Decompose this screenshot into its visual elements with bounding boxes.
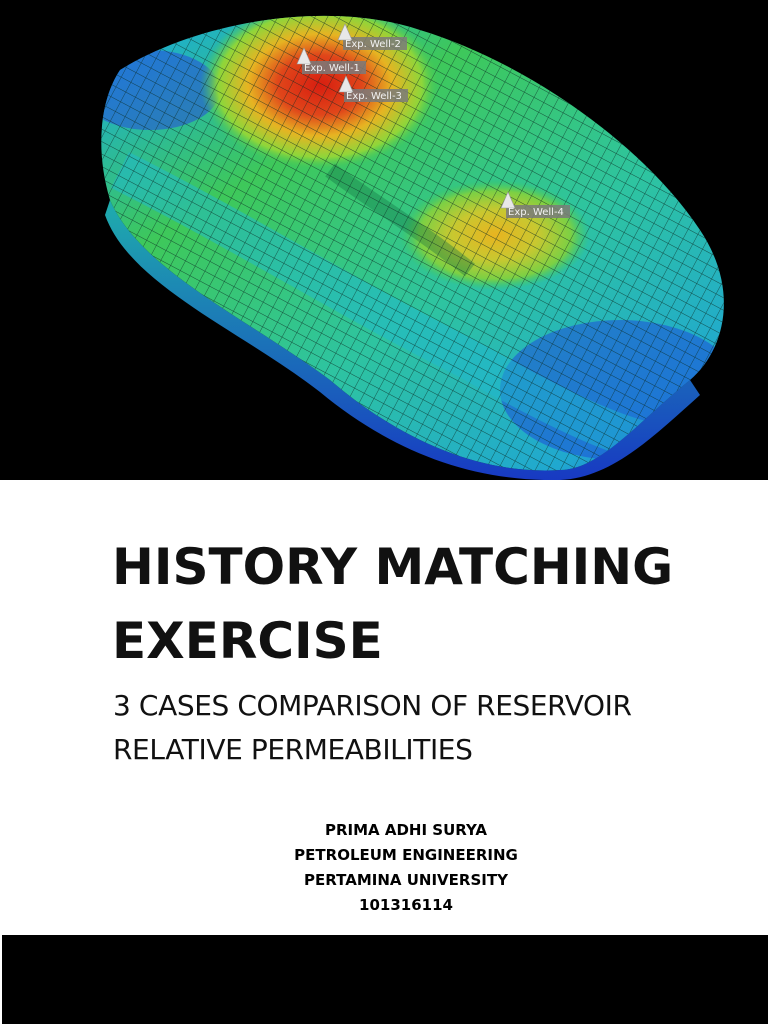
footer-bar [2,935,768,1024]
well-label: Exp. Well-1 [304,63,360,74]
cover-image: Exp. Well-2 Exp. Well-1 Exp. Well-3 Exp. We… [0,0,768,480]
author-department: PETROLEUM ENGINEERING [294,846,518,864]
well-marker: Exp. Well-2 [337,23,407,50]
author-name: PRIMA ADHI SURYA [324,821,488,839]
well-cone-icon [500,191,516,209]
document-subtitle: 3 CASES COMPARISON OF RESERVOIR RELATIVE… [113,684,733,772]
author-block: PRIMA ADHI SURYA PETROLEUM ENGINEERING P… [0,818,768,918]
well-label: Exp. Well-3 [346,91,402,102]
well-markers: Exp. Well-2 Exp. Well-1 Exp. Well-3 Exp. We… [296,23,570,218]
well-label: Exp. Well-4 [508,207,564,218]
well-cone-icon [296,47,312,65]
well-marker: Exp. Well-3 [338,75,408,102]
well-label: Exp. Well-2 [345,39,401,50]
author-university: PERTAMINA UNIVERSITY [304,871,508,889]
title-line-2: EXERCISE [112,612,383,670]
author-student-id: 101316114 [359,896,453,914]
subtitle-line-2: RELATIVE PERMEABILITIES [113,733,473,766]
title-line-1: HISTORY MATCHING [112,538,674,596]
reservoir-model-graphic: Exp. Well-2 Exp. Well-1 Exp. Well-3 Exp. We… [101,15,724,480]
well-cone-icon [337,23,353,41]
well-marker: Exp. Well-1 [296,47,366,74]
well-marker: Exp. Well-4 [500,191,570,218]
document-title: HISTORY MATCHING EXERCISE [112,530,752,678]
subtitle-line-1: 3 CASES COMPARISON OF RESERVOIR [113,689,632,722]
well-cone-icon [338,75,354,93]
